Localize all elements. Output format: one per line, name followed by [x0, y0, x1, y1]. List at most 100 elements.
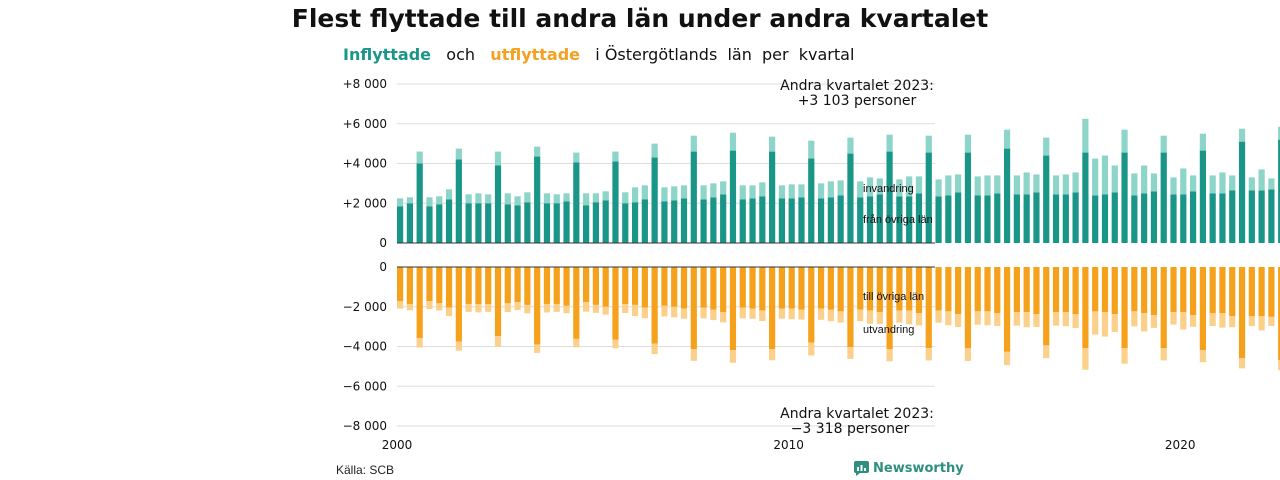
- bar-in-immigration: [1052, 175, 1060, 195]
- bar-out-to-other-lan: [1141, 267, 1148, 314]
- bar-out-to-other-lan: [798, 267, 805, 310]
- subtitle-och: och: [446, 45, 476, 64]
- bar-in-from-other-lan: [984, 195, 991, 243]
- bar-out-emigration: [984, 311, 991, 326]
- annotation-bottom-line2: −3 318 personer: [791, 421, 910, 437]
- bar-in-from-other-lan: [592, 202, 599, 243]
- bar-out-emigration: [641, 307, 648, 319]
- bar-out-emigration: [817, 308, 825, 320]
- bar-in-from-other-lan: [622, 203, 629, 243]
- annotation-top-line2: +3 103 personer: [798, 93, 917, 109]
- bar-out-emigration: [573, 338, 580, 348]
- bar-out-to-other-lan: [680, 267, 688, 309]
- bar-out-to-other-lan: [1219, 267, 1226, 314]
- bar-out-emigration: [1150, 315, 1158, 328]
- bar-out-emigration: [778, 308, 786, 319]
- bar-in-from-other-lan: [994, 193, 1001, 243]
- bar-in-immigration: [455, 148, 462, 160]
- bar-in-immigration: [896, 179, 903, 197]
- bar-out-to-other-lan: [553, 267, 560, 304]
- bar-in-immigration: [436, 196, 443, 205]
- bar-in-from-other-lan: [788, 198, 795, 243]
- bar-in-from-other-lan: [524, 202, 531, 243]
- bar-in-from-other-lan: [641, 199, 648, 243]
- bar-in-immigration: [817, 183, 825, 199]
- bar-in-from-other-lan: [1180, 194, 1187, 243]
- bar-in-immigration: [1013, 175, 1020, 195]
- bar-out-emigration: [729, 349, 737, 363]
- bar-out-emigration: [1111, 314, 1118, 332]
- bar-in-immigration: [1141, 165, 1148, 194]
- bar-in-from-other-lan: [847, 153, 854, 243]
- bar-out-to-other-lan: [641, 267, 648, 308]
- bar-in-from-other-lan: [720, 194, 727, 243]
- bar-out-emigration: [1189, 315, 1197, 327]
- bar-out-to-other-lan: [945, 267, 952, 312]
- bar-in-from-other-lan: [475, 203, 482, 243]
- bar-in-immigration: [416, 151, 423, 164]
- bar-out-emigration: [720, 312, 727, 323]
- bar-out-to-other-lan: [974, 267, 981, 312]
- bar-in-immigration: [906, 176, 913, 197]
- bar-out-to-other-lan: [935, 267, 942, 311]
- bar-in-from-other-lan: [602, 200, 609, 243]
- bar-in-immigration: [671, 186, 678, 201]
- bar-in-from-other-lan: [906, 196, 913, 243]
- bar-in-immigration: [955, 174, 962, 193]
- bar-in-immigration: [749, 185, 756, 199]
- bar-in-from-other-lan: [1101, 194, 1109, 243]
- bar-out-emigration: [612, 339, 619, 349]
- bar-out-to-other-lan: [524, 267, 531, 305]
- bar-in-immigration: [1258, 169, 1265, 191]
- bar-out-emigration: [759, 310, 766, 322]
- bar-in-immigration: [651, 143, 658, 158]
- bar-in-from-other-lan: [1013, 194, 1020, 243]
- bar-out-emigration: [416, 337, 423, 348]
- bar-out-emigration: [602, 306, 609, 315]
- bar-out-emigration: [455, 341, 462, 351]
- bar-in-immigration: [1238, 128, 1246, 142]
- bar-out-to-other-lan: [690, 267, 697, 350]
- bar-in-from-other-lan: [1062, 194, 1069, 243]
- bar-out-emigration: [426, 301, 433, 310]
- bar-in-immigration: [573, 152, 580, 163]
- bar-in-immigration: [553, 194, 560, 204]
- y-tick-label-top: 0: [379, 236, 387, 250]
- bar-out-to-other-lan: [426, 267, 433, 302]
- bar-out-to-other-lan: [837, 267, 844, 312]
- bar-in-from-other-lan: [1131, 195, 1138, 243]
- bar-out-emigration: [886, 349, 893, 362]
- bar-in-immigration: [406, 197, 413, 204]
- annotation-bottom-line1: Andra kvartalet 2023:: [780, 406, 934, 422]
- bar-out-emigration: [1092, 311, 1099, 335]
- y-tick-label-bottom: −4 000: [343, 340, 387, 354]
- bar-out-to-other-lan: [494, 267, 502, 337]
- bar-out-emigration: [915, 313, 923, 326]
- bar-out-emigration: [808, 342, 815, 356]
- bar-out-to-other-lan: [592, 267, 599, 305]
- bar-out-emigration: [1013, 312, 1020, 326]
- bar-in-from-other-lan: [955, 192, 962, 243]
- bar-out-to-other-lan: [1150, 267, 1158, 316]
- bar-out-to-other-lan: [1238, 267, 1246, 359]
- bar-out-emigration: [1101, 312, 1109, 337]
- bar-out-to-other-lan: [1023, 267, 1030, 313]
- bar-in-immigration: [1150, 173, 1158, 192]
- bar-out-emigration: [1043, 345, 1050, 359]
- bar-out-emigration: [710, 309, 717, 321]
- bar-out-to-other-lan: [1033, 267, 1040, 315]
- bar-out-emigration: [1180, 312, 1187, 330]
- bar-out-to-other-lan: [543, 267, 551, 304]
- bar-out-to-other-lan: [455, 267, 462, 342]
- bar-out-to-other-lan: [759, 267, 766, 311]
- bar-in-immigration: [1268, 178, 1275, 190]
- bar-in-from-other-lan: [504, 204, 511, 243]
- bar-out-to-other-lan: [827, 267, 834, 310]
- bar-in-immigration: [729, 132, 737, 151]
- bar-out-emigration: [739, 307, 746, 319]
- bar-out-emigration: [680, 308, 688, 319]
- bar-in-immigration: [945, 175, 952, 196]
- bar-in-from-other-lan: [485, 203, 492, 243]
- bar-in-immigration: [602, 191, 609, 201]
- bar-out-emigration: [1131, 311, 1138, 327]
